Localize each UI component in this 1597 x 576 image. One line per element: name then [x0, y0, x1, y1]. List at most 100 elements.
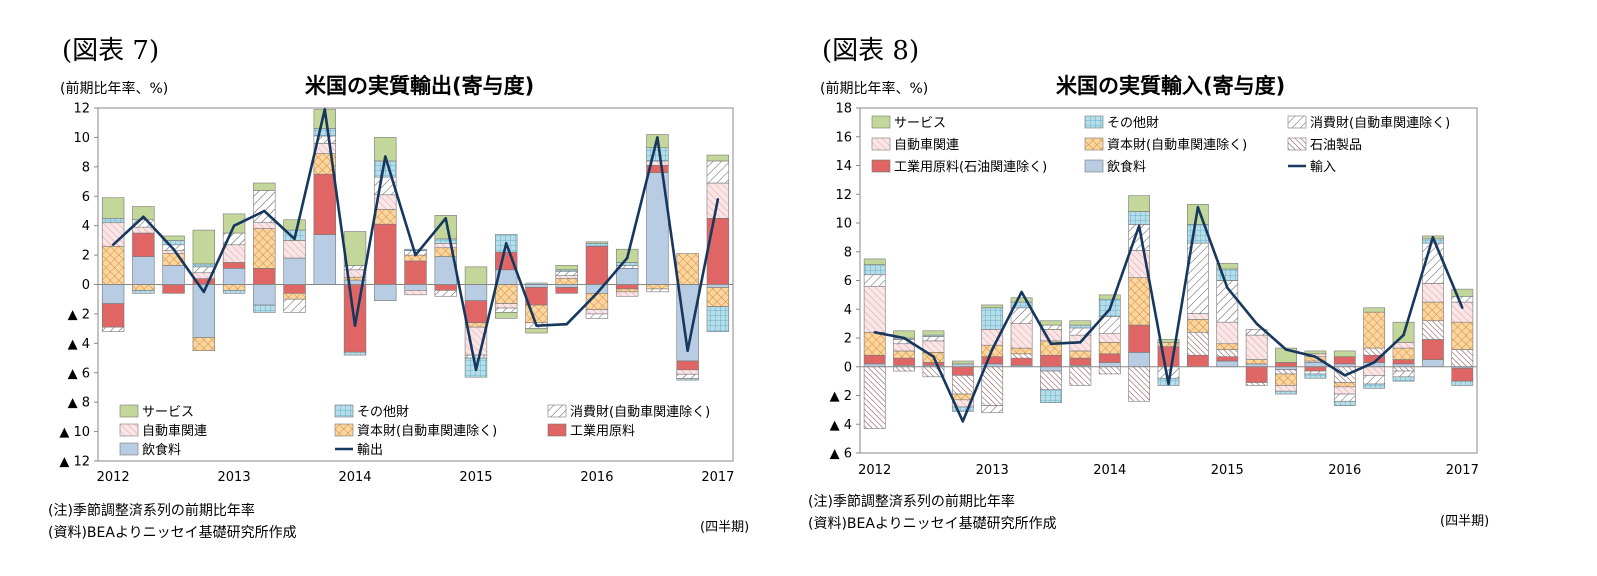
bar-segment-other: [646, 147, 669, 162]
bar-segment-industrial: [283, 284, 306, 294]
bar-segment-industrial: [585, 245, 609, 285]
x-tick-label: 2014: [1093, 463, 1126, 478]
x-tick-label: 2014: [338, 470, 371, 485]
bar-segment-consumer: [1392, 370, 1415, 378]
bar-segment-other: [1304, 373, 1327, 379]
figure-8-source: (資料)BEAよりニッセイ基礎研究所作成: [808, 516, 1057, 532]
bar-segment-industrial: [464, 300, 488, 324]
line-point: [1255, 322, 1258, 325]
bar-segment-other: [585, 243, 609, 247]
bar-segment-services: [1128, 195, 1150, 212]
bar-segment-food: [313, 234, 336, 285]
bar-segment-industrial: [1304, 366, 1327, 372]
bar-segment-capital: [1098, 342, 1121, 355]
line-point: [873, 331, 876, 334]
line-point: [1020, 290, 1023, 294]
bar-segment-capital: [1275, 373, 1297, 386]
bar-segment-services: [1069, 320, 1092, 326]
bar-segment-services: [283, 219, 306, 231]
y-tick-label: 16: [835, 130, 852, 145]
bar-segment-services: [981, 304, 1004, 309]
figure-7-note: (注)季節調整済系列の前期比年率: [48, 503, 255, 519]
bar-segment-food: [253, 284, 276, 306]
bar-segment-petroleum: [1392, 366, 1415, 372]
bar-segment-auto: [615, 291, 639, 297]
bar-segment-other: [981, 307, 1004, 330]
line-point: [505, 242, 508, 245]
figure-8-panel: (図表 8) (前期比年率、%) 米国の実質輸入(寄与度) ▲ 6 ▲ 4 ▲ 2 0…: [800, 0, 1597, 576]
bar-segment-other: [951, 406, 974, 412]
bar-segment-petroleum: [1069, 366, 1092, 386]
line-point: [991, 348, 994, 351]
bar-segment-capital: [1010, 347, 1033, 355]
bar-segment-industrial: [676, 360, 699, 371]
bar-segment-consumer: [706, 160, 730, 184]
bar-segment-other: [192, 263, 216, 268]
legend-item-food: 飲食料: [1084, 159, 1146, 175]
y-tick-label: 8: [844, 245, 852, 260]
bar-segment-food: [1128, 352, 1150, 368]
bar-segment-capital: [1451, 321, 1474, 350]
line-point: [1137, 224, 1141, 228]
y-tick-label: 14: [835, 159, 852, 174]
bar-segment-other: [132, 290, 155, 294]
bar-segment-auto: [1333, 386, 1356, 395]
bar-segment-other: [101, 218, 125, 224]
bar-segment-capital: [1245, 359, 1268, 365]
bar-segment-consumer: [1363, 375, 1386, 385]
bar-segment-industrial: [1422, 339, 1444, 360]
bar-segment-capital: [222, 284, 246, 291]
bar-segment-capital: [1216, 343, 1239, 350]
line-point: [1343, 374, 1346, 377]
bar-segment-industrial: [863, 354, 886, 365]
bar-segment-industrial: [313, 173, 336, 235]
bar-segment-industrial: [222, 262, 246, 269]
line-point: [1167, 382, 1170, 386]
bar-segment-food: [101, 284, 125, 304]
bar-segment-services: [1451, 288, 1474, 297]
bar-segment-capital: [893, 350, 915, 359]
bar-segment-services: [434, 215, 457, 240]
legend-item-services: サービス: [871, 115, 946, 131]
bar-segment-consumer: [101, 326, 125, 332]
bar-segment-other: [1451, 380, 1474, 386]
legend-swatch: [1084, 115, 1104, 129]
x-tick-label: 2017: [701, 470, 734, 485]
bar-segment-services: [1040, 320, 1062, 326]
line-point: [1049, 342, 1053, 345]
bar-segment-capital: [132, 284, 155, 291]
bar-segment-industrial: [1392, 359, 1415, 365]
bar-segment-consumer: [283, 298, 306, 313]
y-tick-label: ▲ 2: [830, 389, 852, 404]
legend-swatch: [871, 137, 891, 151]
bar-segment-consumer: [1304, 370, 1327, 375]
bar-segment-industrial: [253, 268, 276, 285]
legend-label: 輸入: [1310, 160, 1336, 175]
bar-segment-auto: [676, 369, 699, 375]
bar-segment-auto: [222, 244, 246, 263]
bar-segment-auto: [1245, 334, 1268, 360]
bar-segment-services: [1157, 339, 1180, 343]
line-point: [474, 368, 478, 372]
bar-segment-services: [1098, 294, 1121, 300]
bar-segment-capital: [1187, 319, 1209, 333]
bar-segment-consumer: [495, 307, 518, 313]
figure-7-title: 米国の実質輸出(寄与度): [305, 74, 535, 98]
bar-segment-industrial: [434, 284, 457, 291]
bar-segment-auto: [101, 222, 125, 247]
bar-segment-industrial: [162, 284, 185, 294]
figure-7-unit: (前期比年率、%): [60, 81, 169, 97]
bar-segment-capital: [283, 293, 306, 300]
x-tick-label: 2017: [1446, 463, 1479, 478]
bar-segment-capital: [676, 253, 699, 285]
line-point: [686, 349, 689, 352]
line-point: [353, 324, 357, 327]
x-tick-label: 2013: [218, 470, 251, 485]
bar-segment-capital: [101, 245, 125, 285]
bar-segment-food: [1422, 359, 1444, 368]
bar-segment-industrial: [1010, 357, 1033, 366]
bar-segment-services: [922, 330, 945, 336]
bar-segment-auto: [434, 243, 457, 249]
bar-segment-industrial: [101, 303, 125, 328]
line-point: [444, 217, 447, 220]
